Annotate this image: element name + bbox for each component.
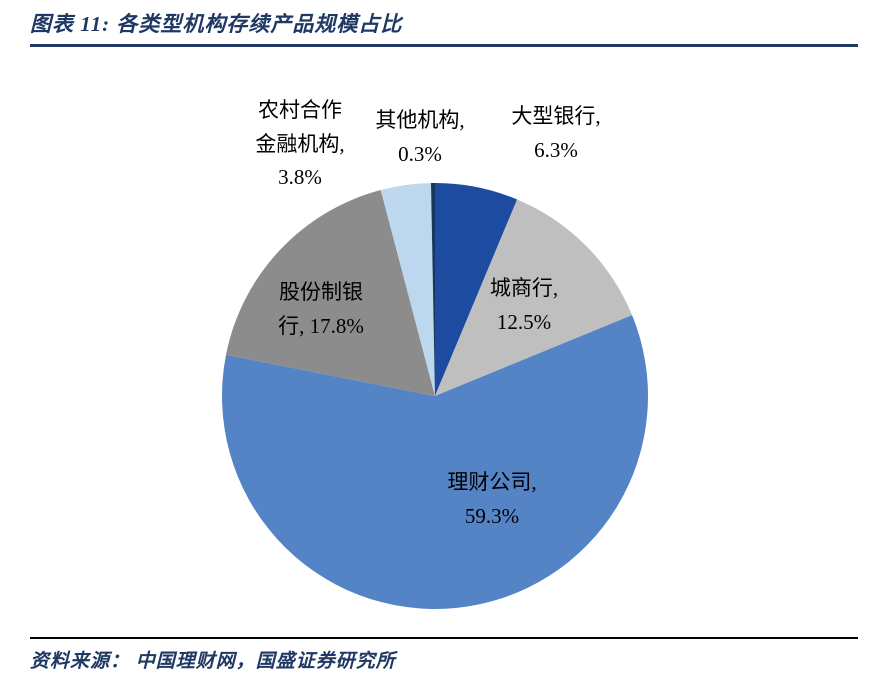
source-note: 资料来源： 中国理财网，国盛证券研究所 bbox=[30, 651, 396, 672]
pie-slice-2 bbox=[222, 315, 649, 610]
pie-slice-3 bbox=[226, 190, 435, 396]
pie-slice-0 bbox=[435, 183, 518, 396]
pie-slice-5 bbox=[430, 183, 435, 396]
pie-label-other-institutions: 其他机构, 0.3% bbox=[375, 108, 465, 166]
footer-divider bbox=[30, 637, 858, 639]
pie-chart bbox=[220, 181, 650, 611]
pie-label-rural-cooperative: 农村合作 金融机构, 3.8% bbox=[255, 98, 345, 190]
pie-slice-1 bbox=[435, 199, 633, 396]
pie-label-joint-stock-banks: 股份制银 行, 17.8% bbox=[278, 280, 364, 338]
title-divider bbox=[30, 44, 858, 47]
figure-title: 图表 11: 各类型机构存续产品规模占比 bbox=[30, 12, 403, 36]
pie-label-large-banks: 大型银行, 6.3% bbox=[511, 104, 601, 162]
pie-chart-svg bbox=[222, 183, 649, 610]
pie-label-city-commercial-banks: 城商行, 12.5% bbox=[489, 276, 559, 334]
pie-label-wealth-management-companies: 理财公司, 59.3% bbox=[447, 470, 537, 528]
pie-slice-4 bbox=[380, 183, 435, 396]
